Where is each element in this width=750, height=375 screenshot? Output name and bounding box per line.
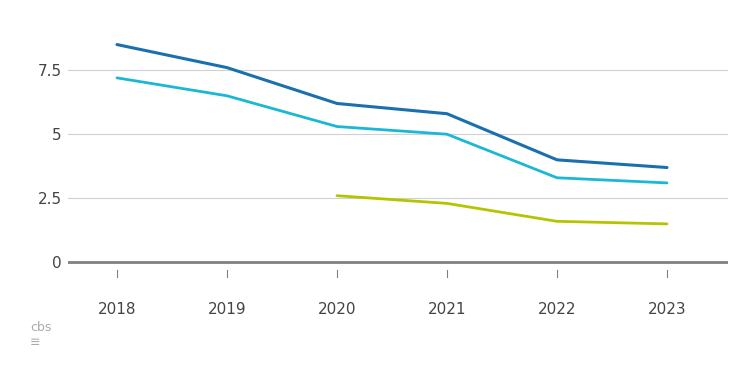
Text: 2018: 2018 [98,302,136,317]
Text: cbs
≡: cbs ≡ [30,321,51,349]
Text: 2020: 2020 [318,302,356,317]
Text: 2023: 2023 [648,302,686,317]
Text: 2021: 2021 [427,302,466,317]
Text: 2022: 2022 [538,302,576,317]
Text: 2019: 2019 [208,302,246,317]
